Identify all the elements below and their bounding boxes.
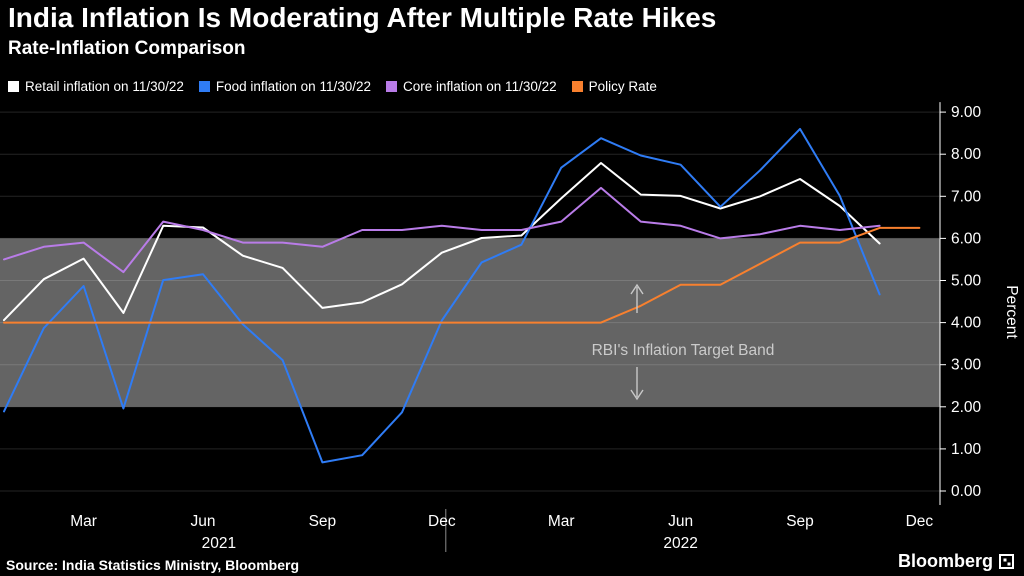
- bloomberg-wordmark: Bloomberg: [898, 551, 993, 572]
- y-axis-tick-label: 9.00: [951, 104, 982, 121]
- y-axis-tick-label: 1.00: [951, 441, 982, 458]
- y-axis-tick-label: 5.00: [951, 273, 982, 290]
- band-annotation-label: RBI's Inflation Target Band: [592, 342, 775, 359]
- year-label: 2021: [202, 535, 236, 552]
- x-axis-tick-label: Jun: [668, 513, 693, 530]
- x-axis-tick-label: Mar: [70, 513, 97, 530]
- year-label: 2022: [663, 535, 697, 552]
- bloomberg-logo-icon: [999, 554, 1014, 569]
- y-axis-tick-label: 4.00: [951, 315, 982, 332]
- chart-layers-base: 0.00 1.00 2.00 3.00 4.00 5.00 6.00 7.00 8.00 9.00…: [0, 102, 982, 552]
- y-axis-tick-label: 2.00: [951, 399, 982, 416]
- y-axis-tick-label: 6.00: [951, 230, 982, 247]
- source-note: Source: India Statistics Ministry, Bloom…: [6, 557, 299, 573]
- bloomberg-brand: Bloomberg: [898, 551, 1014, 572]
- x-axis-tick-label: Sep: [786, 513, 814, 530]
- x-axis-tick-label: Mar: [548, 513, 575, 530]
- x-axis-tick-label: Dec: [906, 513, 934, 530]
- y-axis-tick-label: 0.00: [951, 483, 982, 500]
- y-axis-tick-label: 3.00: [951, 357, 982, 374]
- y-axis-tick-label: 8.00: [951, 146, 982, 163]
- x-axis-tick-label: Jun: [191, 513, 216, 530]
- x-axis-tick-label: Dec: [428, 513, 456, 530]
- y-axis-tick-label: 7.00: [951, 188, 982, 205]
- y-axis-title: Percent: [1003, 285, 1020, 339]
- line-chart: 0.00 1.00 2.00 3.00 4.00 5.00 6.00 7.00 8.00 9.00…: [0, 0, 1024, 576]
- x-axis-tick-label: Sep: [309, 513, 337, 530]
